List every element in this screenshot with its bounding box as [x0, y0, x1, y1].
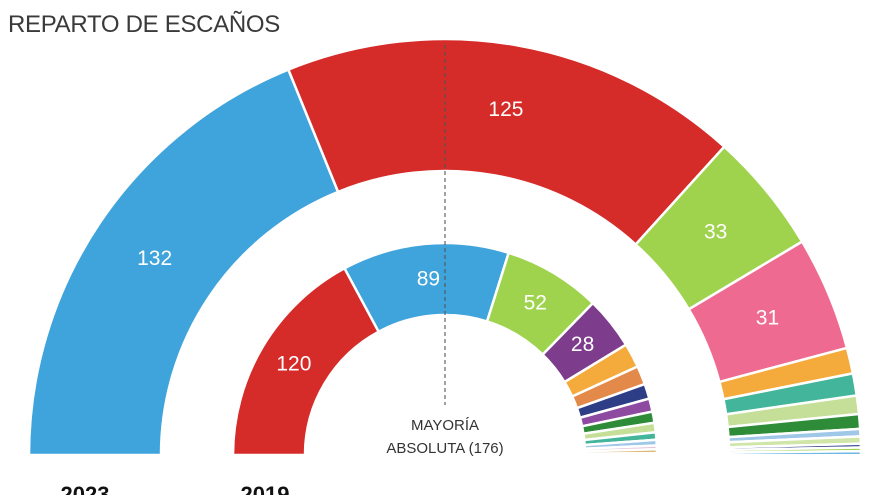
seat-label-2019-2: 52	[524, 291, 547, 314]
seat-arc-2023-1	[287, 37, 726, 246]
seat-label-2023-3: 31	[756, 306, 779, 329]
majority-label-line2: ABSOLUTA (176)	[386, 440, 503, 457]
seat-label-2023-1: 125	[488, 98, 523, 121]
seat-label-2023-2: 33	[704, 221, 727, 244]
year-label-2023: 2023	[61, 482, 110, 495]
seat-label-2019-1: 89	[417, 267, 440, 290]
majority-label-line1: MAYORÍA	[411, 417, 479, 434]
arcs-2023: 132 125 33 31	[27, 37, 863, 457]
seat-label-2019-0: 120	[276, 352, 311, 375]
chart-title: REPARTO DE ESCAÑOS	[8, 11, 281, 38]
seat-arc-2019-14	[583, 451, 659, 457]
year-label-2019: 2019	[241, 482, 290, 495]
arcs-2019: 120 89 52 28	[231, 241, 659, 457]
seat-label-2023-0: 132	[137, 247, 172, 270]
seat-arc-2023-12	[727, 450, 863, 457]
seat-label-2019-3: 28	[571, 333, 594, 356]
seat-arc-2023-0	[27, 68, 340, 457]
